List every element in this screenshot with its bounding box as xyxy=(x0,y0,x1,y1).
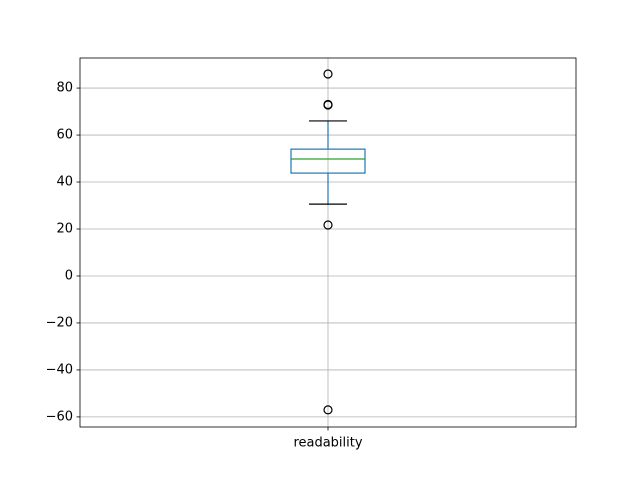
y-tick-label: 0 xyxy=(65,268,73,283)
y-tick-label: 80 xyxy=(56,81,73,96)
flier xyxy=(323,69,333,79)
y-tick-label: 60 xyxy=(56,128,73,143)
y-tick-label: −40 xyxy=(46,362,73,377)
flier xyxy=(323,220,333,230)
flier xyxy=(323,99,333,110)
x-tick-label: readability xyxy=(293,436,362,451)
y-tick-label: −60 xyxy=(46,409,73,424)
y-tick-label: 40 xyxy=(56,175,73,190)
flier xyxy=(323,405,333,415)
plot-frame xyxy=(79,57,577,428)
y-tick-label: 20 xyxy=(56,221,73,236)
y-tick-label: −20 xyxy=(46,315,73,330)
box xyxy=(290,148,366,174)
